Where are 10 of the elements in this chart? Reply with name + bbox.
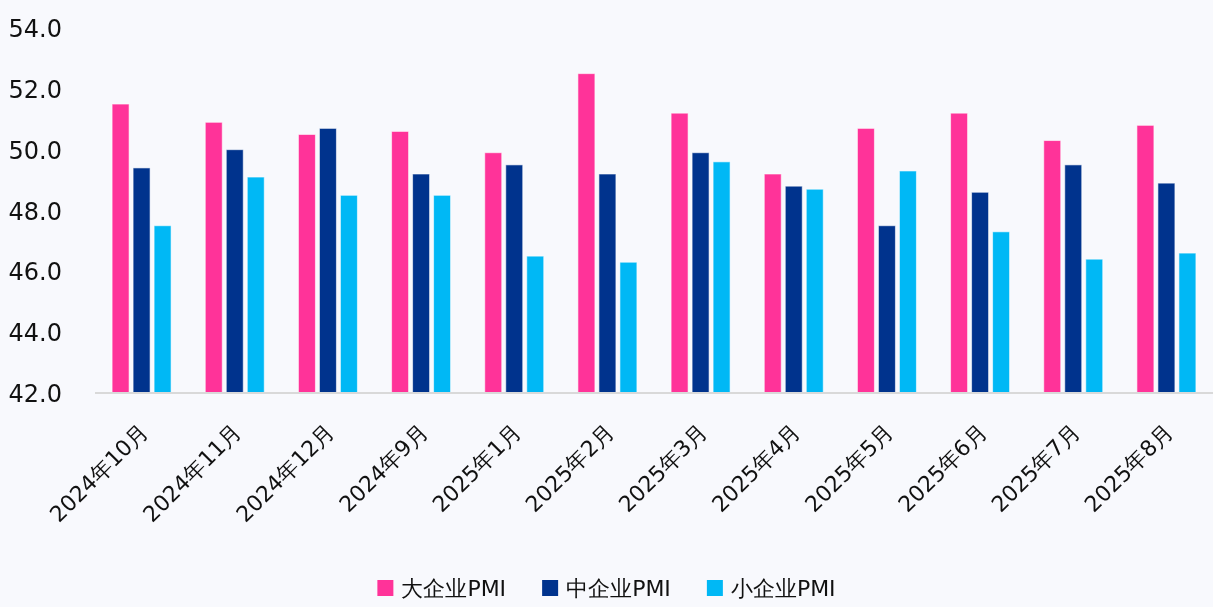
y-tick-label: 48.0 <box>8 197 62 226</box>
y-tick-label: 42.0 <box>8 380 62 408</box>
legend-label: 大企业PMI <box>401 576 507 601</box>
y-tick-label: 54.0 <box>8 15 62 43</box>
y-tick-label: 52.0 <box>8 75 62 104</box>
legend-label: 中企业PMI <box>566 576 671 601</box>
y-tick-label: 44.0 <box>8 319 62 348</box>
y-tick-label: 46.0 <box>8 258 62 287</box>
y-tick-label: 50.0 <box>8 136 62 165</box>
legend-label: 小企业PMI <box>730 576 836 601</box>
